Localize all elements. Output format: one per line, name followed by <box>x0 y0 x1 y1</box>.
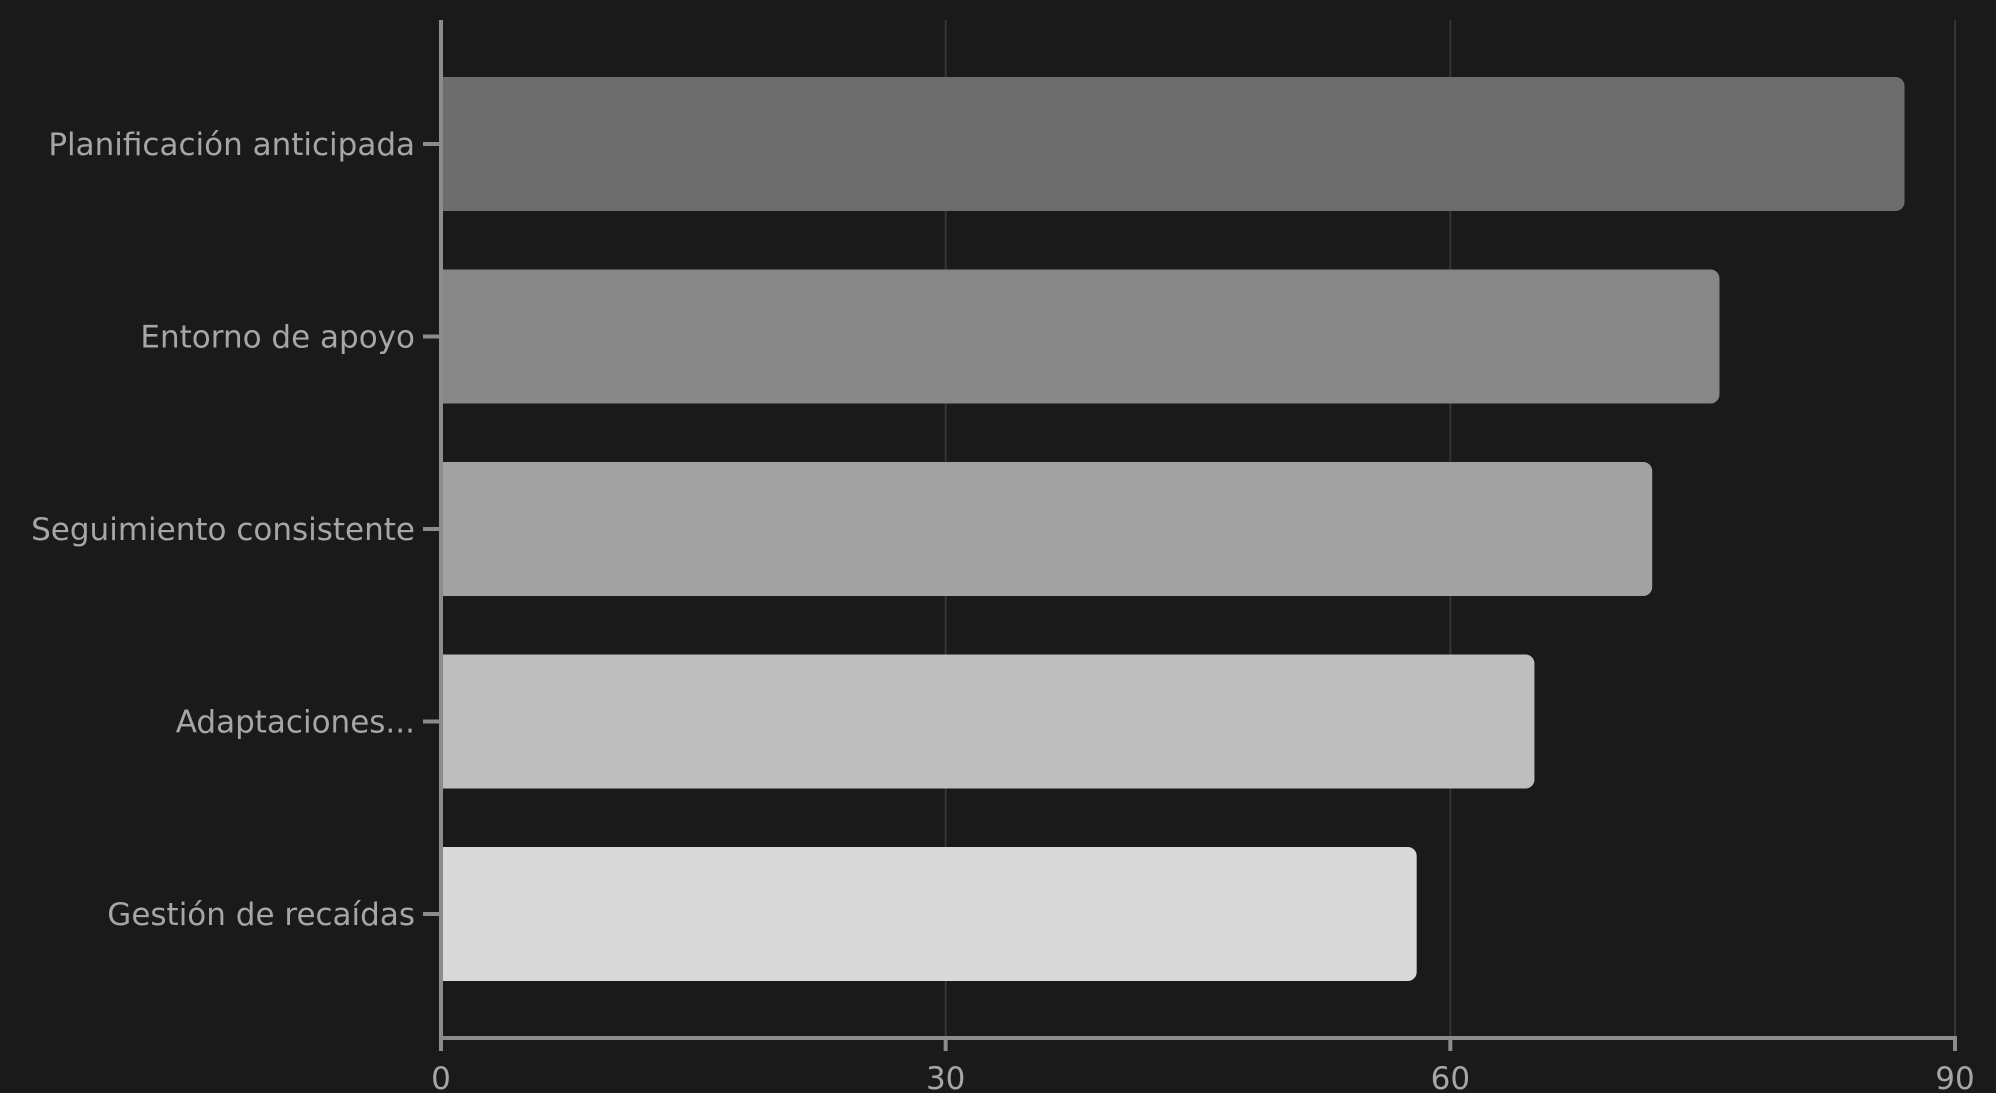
bars <box>441 77 1905 981</box>
bar-left-edge <box>441 77 453 211</box>
y-tick-label: Seguimiento consistente <box>31 512 415 548</box>
y-tick-label: Planificación anticipada <box>48 127 415 163</box>
bar <box>441 847 1417 981</box>
y-tick-label: Entorno de apoyo <box>140 320 415 356</box>
y-tick-label: Gestión de recaídas <box>107 897 415 933</box>
bar <box>441 77 1905 211</box>
x-tick-label: 90 <box>1935 1061 1974 1093</box>
x-tick-label: 30 <box>926 1061 965 1093</box>
bar-left-edge <box>441 269 453 404</box>
x-tick-label: 60 <box>1431 1061 1470 1093</box>
bar-left-edge <box>441 847 453 981</box>
bar-left-edge <box>441 462 453 596</box>
bar <box>441 462 1653 596</box>
bar <box>441 654 1535 789</box>
bar <box>441 269 1720 404</box>
x-tick-label: 0 <box>431 1061 451 1093</box>
tick-labels: 0 30 60 90 Planificación anticipada Entorno d… <box>31 127 1975 1093</box>
y-tick-label: Adaptaciones... <box>176 705 415 741</box>
bar-left-edge <box>441 654 453 789</box>
axes <box>423 20 1957 1051</box>
